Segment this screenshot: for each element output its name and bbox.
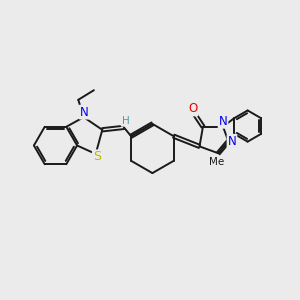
Text: Me: Me	[209, 157, 224, 167]
Text: N: N	[219, 115, 227, 128]
Text: O: O	[188, 102, 197, 116]
Text: H: H	[122, 116, 129, 126]
Text: N: N	[80, 106, 89, 118]
Text: N: N	[228, 135, 236, 148]
Text: S: S	[93, 150, 101, 164]
